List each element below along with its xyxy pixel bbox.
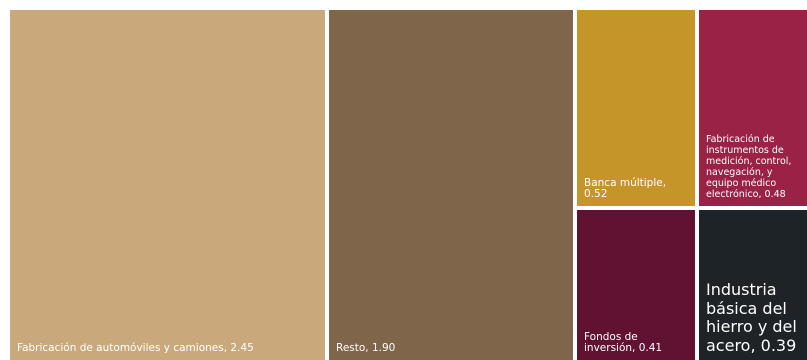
tile-label-resto: Resto, 1.90 — [336, 342, 396, 355]
tile-automoviles[interactable]: Fabricación de automóviles y camiones, 2… — [10, 10, 325, 360]
tile-fondos-inversion[interactable]: Fondos de inversión, 0.41 — [577, 210, 695, 360]
tile-hierro-acero[interactable]: Industria básica del hierro y del acero,… — [699, 210, 807, 360]
tile-label-fondos-inversion: Fondos de inversión, 0.41 — [584, 330, 663, 355]
tile-instrumentos-medicion[interactable]: Fabricación de instrumentos de medición,… — [699, 10, 807, 206]
tile-label-instrumentos-medicion: Fabricación de instrumentos de medición,… — [706, 134, 792, 201]
tile-banca-multiple[interactable]: Banca múltiple, 0.52 — [577, 10, 695, 206]
tile-label-hierro-acero: Industria básica del hierro y del acero,… — [706, 280, 797, 355]
tile-label-automoviles: Fabricación de automóviles y camiones, 2… — [17, 342, 254, 355]
tile-label-banca-multiple: Banca múltiple, 0.52 — [584, 176, 667, 201]
tile-resto[interactable]: Resto, 1.90 — [329, 10, 573, 360]
